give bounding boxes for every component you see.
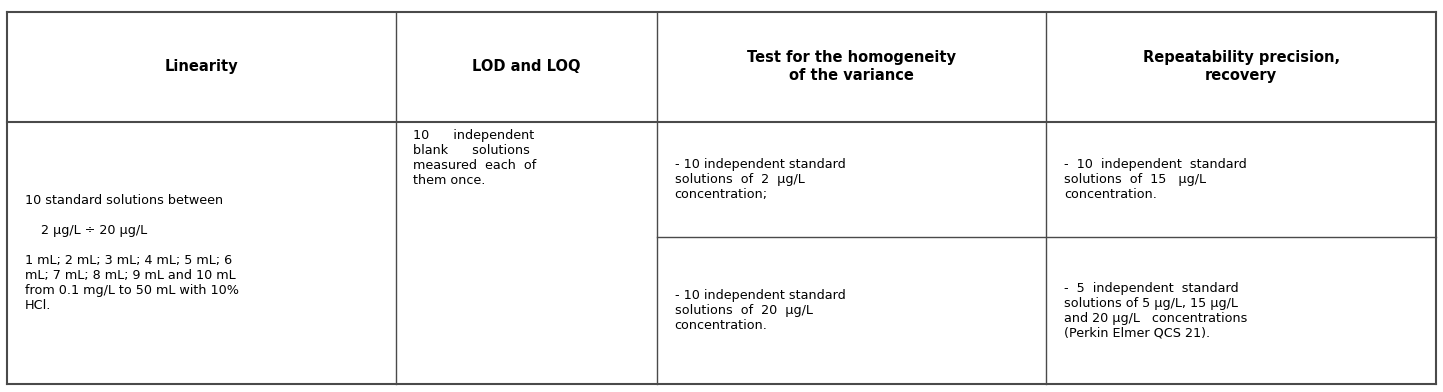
Bar	[657, 12, 1046, 122]
Text: -  5  independent  standard
solutions of 5 μg/L, 15 μg/L
and 20 μg/L   concentra: - 5 independent standard solutions of 5 …	[1063, 281, 1247, 339]
Text: LOD and LOQ: LOD and LOQ	[472, 59, 580, 74]
Bar	[7, 12, 395, 122]
Bar	[1046, 122, 1436, 384]
Text: - 10 independent standard
solutions  of  20  μg/L
concentration.: - 10 independent standard solutions of 2…	[674, 289, 846, 332]
Text: Linearity: Linearity	[165, 59, 238, 74]
Bar	[1046, 12, 1436, 122]
Text: Repeatability precision,
recovery: Repeatability precision, recovery	[1143, 51, 1339, 83]
Text: - 10 independent standard
solutions  of  2  μg/L
concentration;: - 10 independent standard solutions of 2…	[674, 158, 846, 201]
Bar	[395, 122, 657, 384]
Text: 10      independent
blank      solutions
measured  each  of
them once.: 10 independent blank solutions measured …	[413, 129, 537, 187]
Bar	[395, 12, 657, 122]
Text: -  10  independent  standard
solutions  of  15   μg/L
concentration.: - 10 independent standard solutions of 1…	[1063, 158, 1247, 201]
Bar	[7, 122, 395, 384]
Bar	[657, 122, 1046, 384]
Text: 10 standard solutions between

    2 μg/L ÷ 20 μg/L

1 mL; 2 mL; 3 mL; 4 mL; 5 m: 10 standard solutions between 2 μg/L ÷ 2…	[25, 194, 238, 312]
Text: Test for the homogeneity
of the variance: Test for the homogeneity of the variance	[747, 51, 957, 83]
